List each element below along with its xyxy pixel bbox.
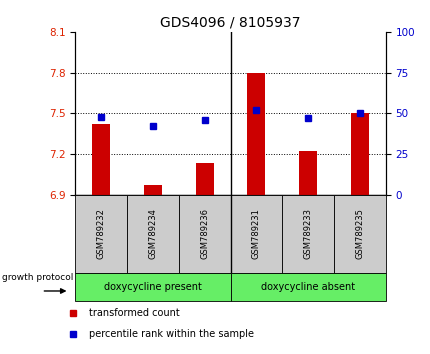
Text: GSM789233: GSM789233 — [303, 208, 312, 259]
Bar — [247, 73, 265, 195]
Bar — [178, 195, 230, 273]
Text: doxycycline present: doxycycline present — [104, 282, 202, 292]
Text: transformed count: transformed count — [89, 308, 179, 318]
Bar — [350, 113, 368, 195]
Text: GSM789234: GSM789234 — [148, 208, 157, 259]
Bar — [230, 273, 385, 301]
Text: GSM789231: GSM789231 — [252, 208, 260, 259]
Text: doxycycline absent: doxycycline absent — [261, 282, 354, 292]
Text: GSM789232: GSM789232 — [97, 208, 105, 259]
Text: growth protocol: growth protocol — [2, 273, 73, 282]
Bar — [127, 195, 178, 273]
Text: percentile rank within the sample: percentile rank within the sample — [89, 329, 254, 339]
Bar — [195, 164, 213, 195]
Bar — [92, 124, 110, 195]
Bar — [333, 195, 385, 273]
Text: GSM789236: GSM789236 — [200, 208, 209, 259]
Text: GSM789235: GSM789235 — [355, 208, 363, 259]
Bar — [282, 195, 333, 273]
Title: GDS4096 / 8105937: GDS4096 / 8105937 — [160, 15, 300, 29]
Bar — [75, 273, 230, 301]
Bar — [298, 151, 316, 195]
Bar — [144, 185, 162, 195]
Bar — [230, 195, 282, 273]
Bar — [75, 195, 127, 273]
